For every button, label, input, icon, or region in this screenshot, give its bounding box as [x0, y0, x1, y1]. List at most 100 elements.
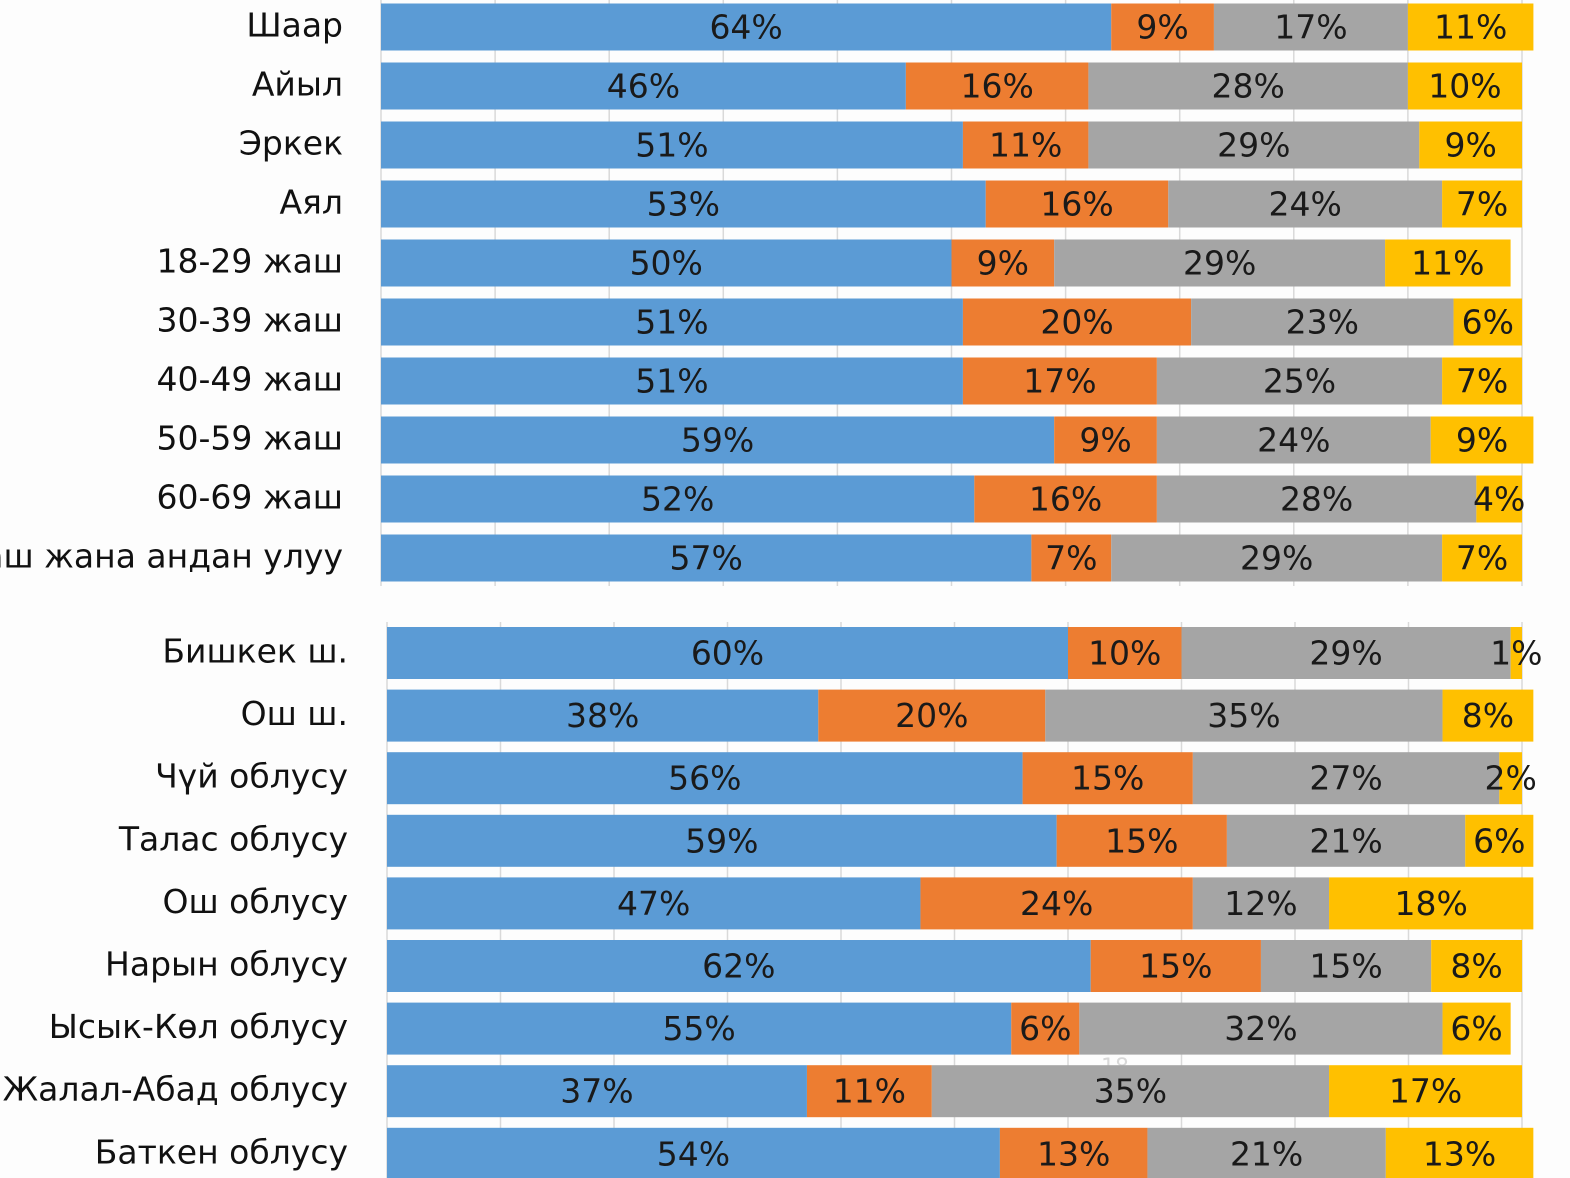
data-label: 24% — [1269, 185, 1342, 224]
bar-segment — [1442, 180, 1522, 228]
bar-segment — [1056, 814, 1227, 867]
bar-segment — [1407, 3, 1534, 51]
bar-segment — [962, 298, 1192, 346]
bar-segment — [1079, 1002, 1443, 1055]
bar-segment — [387, 752, 1023, 805]
bar-segment — [381, 357, 963, 405]
bar-segment — [1191, 298, 1454, 346]
data-label: 7% — [1456, 185, 1508, 224]
data-label: 11% — [1411, 244, 1484, 283]
category-label: Айыл — [252, 65, 343, 104]
data-label: 16% — [1040, 185, 1113, 224]
data-label: 13% — [1037, 1134, 1110, 1173]
bar-segment — [1442, 1002, 1511, 1055]
data-label: 35% — [1207, 696, 1280, 735]
data-label: 10% — [1428, 67, 1501, 106]
data-label: 28% — [1211, 67, 1284, 106]
bar-segment — [1213, 3, 1408, 51]
bar-segment — [999, 1127, 1148, 1178]
category-label: Шаар — [246, 6, 343, 45]
bar-segment — [1419, 121, 1522, 169]
category-label: 18-29 жаш — [156, 242, 343, 281]
bar-segment — [1168, 180, 1443, 228]
bar-segment — [387, 877, 921, 930]
data-label: 16% — [1029, 480, 1102, 519]
category-label: 30-39 жаш — [156, 301, 343, 340]
data-label: 9% — [1456, 421, 1508, 460]
data-label: 15% — [1139, 947, 1212, 986]
data-label: 24% — [1257, 421, 1330, 460]
data-label: 7% — [1456, 362, 1508, 401]
category-label: Аял — [279, 183, 343, 222]
data-label: 64% — [709, 8, 782, 47]
category-label: 50-59 жаш — [156, 419, 343, 458]
bar-segment — [1156, 357, 1443, 405]
data-label: 51% — [635, 362, 708, 401]
data-label: 1% — [1490, 634, 1542, 673]
bar-segment — [1431, 940, 1522, 992]
bar-segment — [1453, 298, 1522, 346]
data-label: 12% — [1224, 884, 1297, 923]
category-label: Жалал-Абад облусу — [3, 1070, 348, 1109]
bar-segment — [1329, 877, 1534, 930]
data-label: 23% — [1286, 303, 1359, 342]
bar-segment — [381, 475, 975, 523]
bar-segment — [1385, 1127, 1534, 1178]
category-label: Баткен облусу — [95, 1132, 348, 1171]
bar-segment — [951, 239, 1055, 287]
bar-segment — [381, 3, 1112, 51]
data-label: 55% — [662, 1009, 735, 1048]
bar-segment — [1090, 940, 1261, 992]
data-label: 2% — [1484, 759, 1536, 798]
data-label: 9% — [1079, 421, 1131, 460]
bar-segment — [1147, 1127, 1386, 1178]
bar-segment — [1045, 689, 1443, 742]
bar-segment — [387, 627, 1068, 679]
data-label: 15% — [1105, 821, 1178, 860]
bar-segment — [1054, 416, 1157, 464]
bar-segment — [985, 180, 1169, 228]
bar-segment — [387, 1002, 1012, 1055]
data-label: 6% — [1473, 821, 1525, 860]
data-label: 56% — [668, 759, 741, 798]
data-label: 21% — [1230, 1134, 1303, 1173]
category-label: 70 жаш жана андан улуу — [0, 537, 343, 576]
bar-segment — [1430, 416, 1534, 464]
data-label: 29% — [1183, 244, 1256, 283]
bar-segment — [381, 298, 963, 346]
bar-segment — [962, 121, 1089, 169]
data-label: 9% — [1136, 8, 1188, 47]
bar-segment — [905, 62, 1089, 110]
data-label: 37% — [560, 1072, 633, 1111]
bar-segment — [387, 814, 1057, 867]
data-label: 9% — [977, 244, 1029, 283]
data-label: 29% — [1217, 126, 1290, 165]
data-label: 8% — [1450, 947, 1502, 986]
bar-segment — [381, 534, 1032, 582]
bar-segment — [920, 877, 1193, 930]
category-label: Ош облусу — [163, 882, 349, 921]
bar-segment — [1329, 1065, 1522, 1118]
data-label: 51% — [635, 126, 708, 165]
data-label: 11% — [1434, 8, 1507, 47]
bar-segment — [1022, 752, 1193, 805]
data-label: 8% — [1462, 696, 1514, 735]
data-label: 20% — [895, 696, 968, 735]
bar-segment — [1192, 752, 1500, 805]
data-label: 54% — [657, 1134, 730, 1173]
bar-segment — [1088, 121, 1420, 169]
data-label: 51% — [635, 303, 708, 342]
bar-segment — [1442, 357, 1522, 405]
bar-segment — [1111, 3, 1214, 51]
bar-segment — [1260, 940, 1432, 992]
category-label: Ысык-Көл облусу — [49, 1007, 348, 1046]
bar-segment — [962, 357, 1157, 405]
bar-segment — [1226, 814, 1466, 867]
category-label: Чүй облусу — [155, 757, 348, 796]
data-label: 4% — [1473, 480, 1525, 519]
bar-segment — [387, 1127, 1000, 1178]
data-label: 16% — [960, 67, 1033, 106]
data-label: 53% — [647, 185, 720, 224]
bar-segment — [387, 940, 1091, 992]
